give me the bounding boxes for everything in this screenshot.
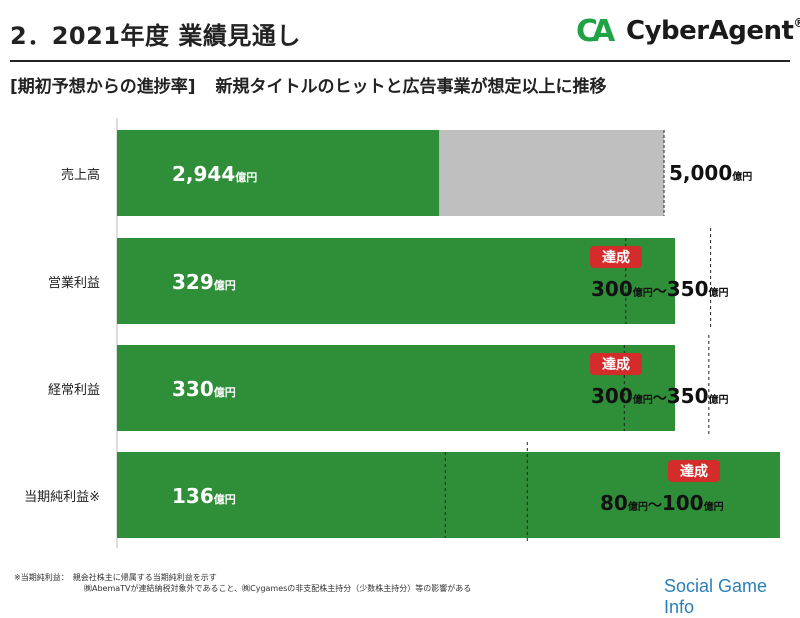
actual-bar	[117, 238, 675, 324]
subtitle: [期初予想からの進捗率] 新規タイトルのヒットと広告事業が想定以上に推移	[10, 72, 606, 97]
target-label: 5,000億円	[669, 161, 752, 185]
achieved-badge	[668, 460, 720, 482]
bar-value-label: 2,944億円	[172, 162, 257, 186]
achieved-badge	[590, 353, 642, 375]
registered-mark: ®	[793, 16, 800, 30]
ca-logo-mark-icon: CA	[576, 14, 615, 49]
category-label: 当期純利益※	[24, 490, 100, 505]
brand-name: CyberAgent	[626, 16, 794, 46]
subtitle-bracket: [期初予想からの進捗率]	[10, 77, 196, 97]
actual-bar	[117, 130, 440, 216]
category-label: 営業利益	[48, 275, 100, 291]
bar-value-label: 330億円	[172, 377, 236, 401]
footnote: ※当期純利益： 親会社株主に帰属する当期純利益を示す ㈱AbemaTVが連結納税…	[14, 572, 471, 594]
target-range-label: 300億円～350億円	[591, 277, 729, 301]
subtitle-text: 新規タイトルのヒットと広告事業が想定以上に推移	[215, 77, 607, 97]
achieved-badge-text: 達成	[680, 463, 708, 480]
cyberagent-logo: CA CyberAgent®	[576, 10, 800, 54]
bar-value-label: 136億円	[172, 484, 236, 508]
target-range-label: 80億円～100億円	[600, 491, 724, 515]
achieved-badge-text: 達成	[602, 356, 630, 373]
target-range-label: 300億円～350億円	[591, 384, 729, 408]
category-label: 経常利益	[48, 383, 100, 398]
achieved-badge-text: 達成	[602, 249, 630, 266]
title-divider	[10, 60, 790, 62]
footnote-line-2: ㈱AbemaTVが連結納税対象外であること、㈱Cygamesの非支配株主持分（少…	[84, 584, 472, 593]
actual-bar	[117, 345, 675, 431]
achieved-badge	[590, 246, 642, 268]
slide-title: 2．2021年度 業績見通し	[10, 22, 301, 50]
brand-wordmark: CyberAgent®	[626, 16, 800, 46]
footnote-line-1: ※当期純利益： 親会社株主に帰属する当期純利益を示す	[14, 573, 217, 582]
bar-value-label: 329億円	[172, 270, 236, 294]
watermark: Social Game Info	[664, 576, 768, 617]
category-label: 売上高	[61, 167, 100, 183]
